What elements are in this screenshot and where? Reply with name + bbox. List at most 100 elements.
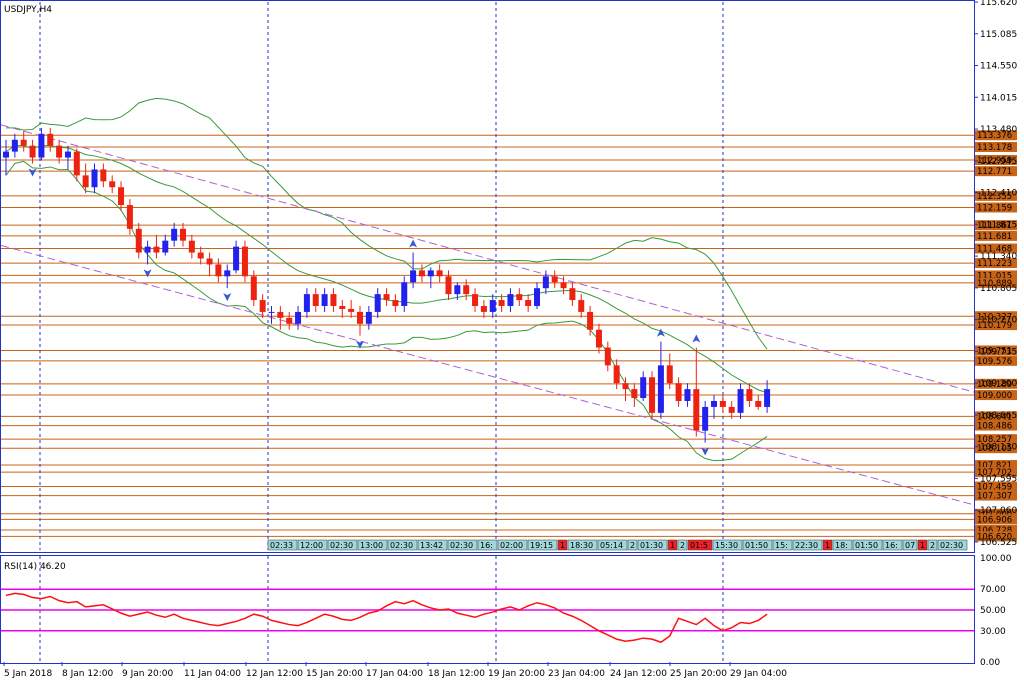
candle-body [295, 311, 302, 324]
candle-body [224, 270, 231, 277]
level-tag [975, 230, 1017, 241]
time-labels: 02:33 12:00 02:30 13:00 02:30 13:42 02:30 16: 02… [267, 539, 968, 551]
level-label: 107.459 [977, 483, 1012, 493]
level-label: 108.105 [977, 444, 1012, 454]
time-label: 15: [775, 541, 788, 550]
y-tick-label: 112.410 [980, 189, 1017, 199]
x-tick-label: 11 Jan 04:00 [184, 669, 241, 679]
band-upper [6, 97, 768, 350]
candle-body [38, 133, 45, 158]
time-label-box [852, 539, 883, 551]
level-label: 112.959 [977, 156, 1012, 166]
x-tick-label: 23 Jan 04:00 [548, 669, 605, 679]
level-label: 111.861 [977, 221, 1012, 231]
x-tick-label: 17 Jan 04:00 [366, 669, 423, 679]
level-tag [975, 460, 1017, 471]
candle-body [215, 264, 222, 277]
level-tag [975, 243, 1017, 254]
time-label: 18:30 [570, 541, 593, 550]
time-label: 1 [920, 541, 925, 550]
time-label-box [357, 539, 388, 551]
price-axis: 115.620 115.085 114.550 114.015 113.480 112.9… [974, 0, 1017, 548]
candle-body [171, 228, 178, 241]
rsi-tick-label: 100.00 [980, 554, 1012, 564]
candle-body [144, 246, 151, 253]
y-tick-label: 109.200 [980, 379, 1017, 389]
level-tag [975, 531, 1017, 542]
level-label: 111.681 [977, 232, 1012, 242]
time-label: 15:30 [715, 541, 738, 550]
time-label-box [597, 539, 628, 551]
candle-body [498, 300, 505, 306]
candle-body [3, 151, 9, 158]
level-tag [975, 258, 1017, 269]
time-label: 01:50 [745, 541, 768, 550]
time-label-box [527, 539, 558, 551]
candle-body [542, 276, 549, 289]
time-label: 02:30 [940, 541, 963, 550]
level-tag [975, 467, 1017, 478]
level-tag [975, 270, 1017, 281]
rsi-tick-label: 0.00 [980, 658, 1000, 668]
fractal-down-arrow [701, 447, 710, 456]
level-tag [975, 443, 1017, 454]
level-tag [975, 481, 1017, 492]
candle-body [445, 276, 452, 295]
candle-body [100, 169, 107, 182]
candle-body [702, 406, 709, 431]
level-label: 108.641 [977, 412, 1012, 422]
time-label-box [822, 539, 833, 551]
x-tick-label: 15 Jan 20:00 [306, 669, 363, 679]
y-tick-label: 113.480 [980, 125, 1017, 135]
level-tag [975, 166, 1017, 177]
time-label: 18: [835, 541, 848, 550]
y-tick-label: 111.340 [980, 252, 1017, 262]
time-label-box [917, 539, 928, 551]
candle-body [277, 311, 284, 318]
time-label-box [742, 539, 773, 551]
time-label: 1 [825, 541, 830, 550]
x-tick-label: 9 Jan 20:00 [122, 669, 174, 679]
candle-body [418, 270, 425, 277]
time-label-box [497, 539, 528, 551]
candle-body [401, 282, 408, 306]
level-tag [975, 190, 1017, 201]
x-tick-label: 5 Jan 2018 [4, 669, 52, 679]
y-tick-label: 115.085 [980, 30, 1017, 40]
candle-body [675, 383, 682, 401]
main-panel-frame [0, 0, 975, 553]
candle-body [153, 246, 160, 253]
time-label: 2 [630, 541, 635, 550]
candle-body [197, 252, 204, 259]
time-label: 2 [930, 541, 935, 550]
candles [3, 127, 771, 443]
y-tick-label: 114.015 [980, 93, 1017, 103]
candle-body [56, 145, 63, 158]
candle-body [339, 305, 346, 309]
level-tag [975, 490, 1017, 501]
candle-body [259, 300, 266, 312]
time-label: 07 [905, 541, 915, 550]
fractal-down-arrow [143, 269, 152, 278]
candle-body [330, 294, 337, 306]
candle-body [755, 400, 762, 407]
y-tick-label: 110.270 [980, 316, 1017, 326]
time-label: 1 [670, 541, 675, 550]
x-tick-label: 18 Jan 12:00 [428, 669, 485, 679]
level-tag [975, 411, 1017, 422]
candle-body [684, 389, 691, 401]
time-label-box [937, 539, 968, 551]
level-label: 113.376 [977, 131, 1012, 141]
time-label-box [477, 539, 498, 551]
candle-body [569, 288, 576, 301]
candle-body [604, 347, 611, 366]
candle-body [410, 270, 417, 283]
candle-body [392, 300, 399, 306]
fractal-down-arrow [223, 293, 232, 302]
y-tick-label: 106.525 [980, 538, 1017, 548]
candle-body [321, 294, 328, 306]
rsi-title: RSI(14) 46.20 [4, 562, 66, 572]
x-tick-label: 25 Jan 20:00 [670, 669, 727, 679]
level-tag [975, 202, 1017, 213]
